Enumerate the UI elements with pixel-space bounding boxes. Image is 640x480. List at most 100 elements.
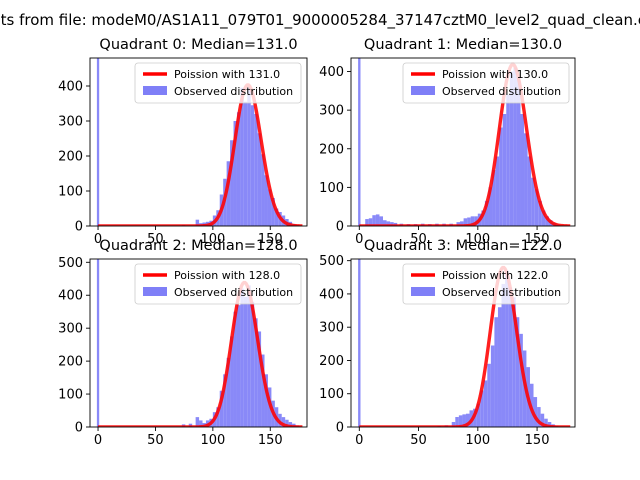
- x-tick-label: 0: [355, 433, 363, 448]
- histogram-bar: [230, 140, 234, 226]
- histogram-bar: [545, 216, 549, 226]
- histogram-bar: [243, 101, 248, 226]
- histogram-bar: [494, 317, 498, 427]
- histogram-bar: [379, 216, 383, 226]
- legend-label: Poission with 130.0: [442, 68, 548, 81]
- y-tick-label: 200: [58, 150, 83, 165]
- legend-label: Observed distribution: [442, 286, 561, 299]
- histogram-bar: [540, 413, 545, 427]
- histogram-bar: [257, 133, 262, 226]
- histogram-bar: [274, 208, 279, 226]
- histogram-bar: [499, 127, 503, 226]
- histogram-bar: [233, 311, 237, 427]
- histogram-bar: [240, 87, 244, 226]
- x-tick-label: 0: [94, 232, 102, 247]
- histogram-bar: [358, 58, 361, 226]
- histogram-bar: [470, 216, 475, 226]
- histogram-bar: [358, 259, 361, 427]
- histogram-bar: [467, 217, 471, 226]
- histogram-bar: [390, 222, 394, 226]
- y-tick-label: 200: [319, 354, 344, 369]
- x-tick-label: 50: [147, 232, 164, 247]
- histogram-bar: [223, 374, 227, 427]
- histogram-bar: [492, 170, 496, 226]
- subplot-title: Quadrant 0: Median=131.0: [99, 37, 297, 53]
- y-tick-label: 300: [319, 321, 344, 336]
- x-tick-label: 150: [525, 433, 550, 448]
- histogram-bar: [195, 219, 200, 226]
- x-tick-label: 100: [200, 232, 225, 247]
- x-tick-label: 50: [147, 433, 164, 448]
- histogram-bar: [480, 390, 484, 427]
- histogram-bar: [219, 390, 224, 427]
- histogram-bar: [267, 189, 272, 226]
- histogram-bar: [534, 189, 539, 226]
- y-tick-label: 400: [319, 65, 344, 80]
- histogram-bar: [243, 296, 248, 427]
- histogram-bar: [230, 336, 234, 427]
- y-tick-label: 300: [58, 115, 83, 130]
- histogram-bar: [257, 331, 262, 427]
- histogram-bar: [226, 357, 231, 427]
- histogram-bar: [516, 77, 521, 226]
- histogram-bar: [216, 407, 220, 427]
- histogram-bar: [505, 270, 509, 427]
- x-tick-label: 150: [258, 232, 283, 247]
- histogram-bar: [96, 58, 100, 226]
- histogram-bar: [458, 415, 463, 427]
- histogram-bar: [509, 71, 514, 226]
- histogram-bar: [463, 218, 468, 226]
- histogram-bar: [271, 198, 275, 226]
- histogram-bar: [513, 67, 517, 226]
- histogram-bar: [264, 175, 268, 226]
- legend-patch-swatch: [411, 287, 435, 296]
- subplot-quadrant-3: Quadrant 3: Median=122.0 0 50 100 150 0 100 200…: [319, 238, 576, 448]
- subplot-quadrant-2: Quadrant 2: Median=128.0 0 50 100 150 0 100 200…: [58, 238, 308, 448]
- histogram-bar: [462, 414, 466, 427]
- legend-box: [134, 62, 302, 104]
- axes-frame: [89, 57, 308, 227]
- histogram-bar: [372, 215, 376, 226]
- histogram-bar: [524, 133, 528, 226]
- histogram-bar: [490, 345, 495, 427]
- histogram-bar: [254, 318, 258, 427]
- y-tick-label: 400: [58, 289, 83, 304]
- histogram-bar: [547, 422, 552, 427]
- y-tick-label: 0: [336, 421, 344, 436]
- subplot-title: Quadrant 2: Median=128.0: [99, 238, 297, 254]
- histogram-bar: [261, 154, 265, 226]
- x-tick-label: 50: [410, 232, 427, 247]
- y-tick-label: 500: [58, 256, 83, 271]
- histogram-bar: [264, 374, 268, 427]
- histogram-bar: [247, 87, 251, 226]
- histogram-bar: [288, 422, 293, 427]
- histogram-bar: [495, 156, 500, 226]
- histogram-bar: [533, 397, 538, 427]
- legend-label: Poission with 131.0: [174, 68, 280, 81]
- histogram-bar: [506, 94, 510, 226]
- histogram-bar: [483, 380, 488, 427]
- y-tick-label: 100: [58, 388, 83, 403]
- legend-label: Observed distribution: [174, 85, 293, 98]
- axes-frame: [350, 57, 576, 227]
- legend-box: [402, 263, 570, 305]
- histogram-bar: [261, 354, 265, 427]
- histogram-bar: [254, 114, 258, 226]
- subplot-title: Quadrant 1: Median=130.0: [364, 37, 562, 53]
- histogram-bar: [247, 285, 251, 427]
- histogram-bar: [281, 417, 286, 427]
- histogram-bar: [537, 407, 541, 427]
- subplot-grid: Quadrant 0: Median=131.0 0 50 100 150 0 100 200…: [58, 37, 576, 448]
- histogram-bar: [497, 307, 502, 427]
- histogram-bar: [527, 156, 532, 226]
- y-tick-label: 100: [319, 181, 344, 196]
- histogram-bar: [365, 219, 369, 226]
- histogram-bar: [541, 210, 546, 226]
- histogram-bar: [531, 177, 535, 226]
- histogram-bar: [236, 112, 241, 226]
- x-tick-label: 50: [410, 433, 427, 448]
- histogram-bar: [383, 220, 387, 226]
- legend-patch-swatch: [143, 86, 167, 95]
- y-tick-label: 0: [75, 220, 83, 235]
